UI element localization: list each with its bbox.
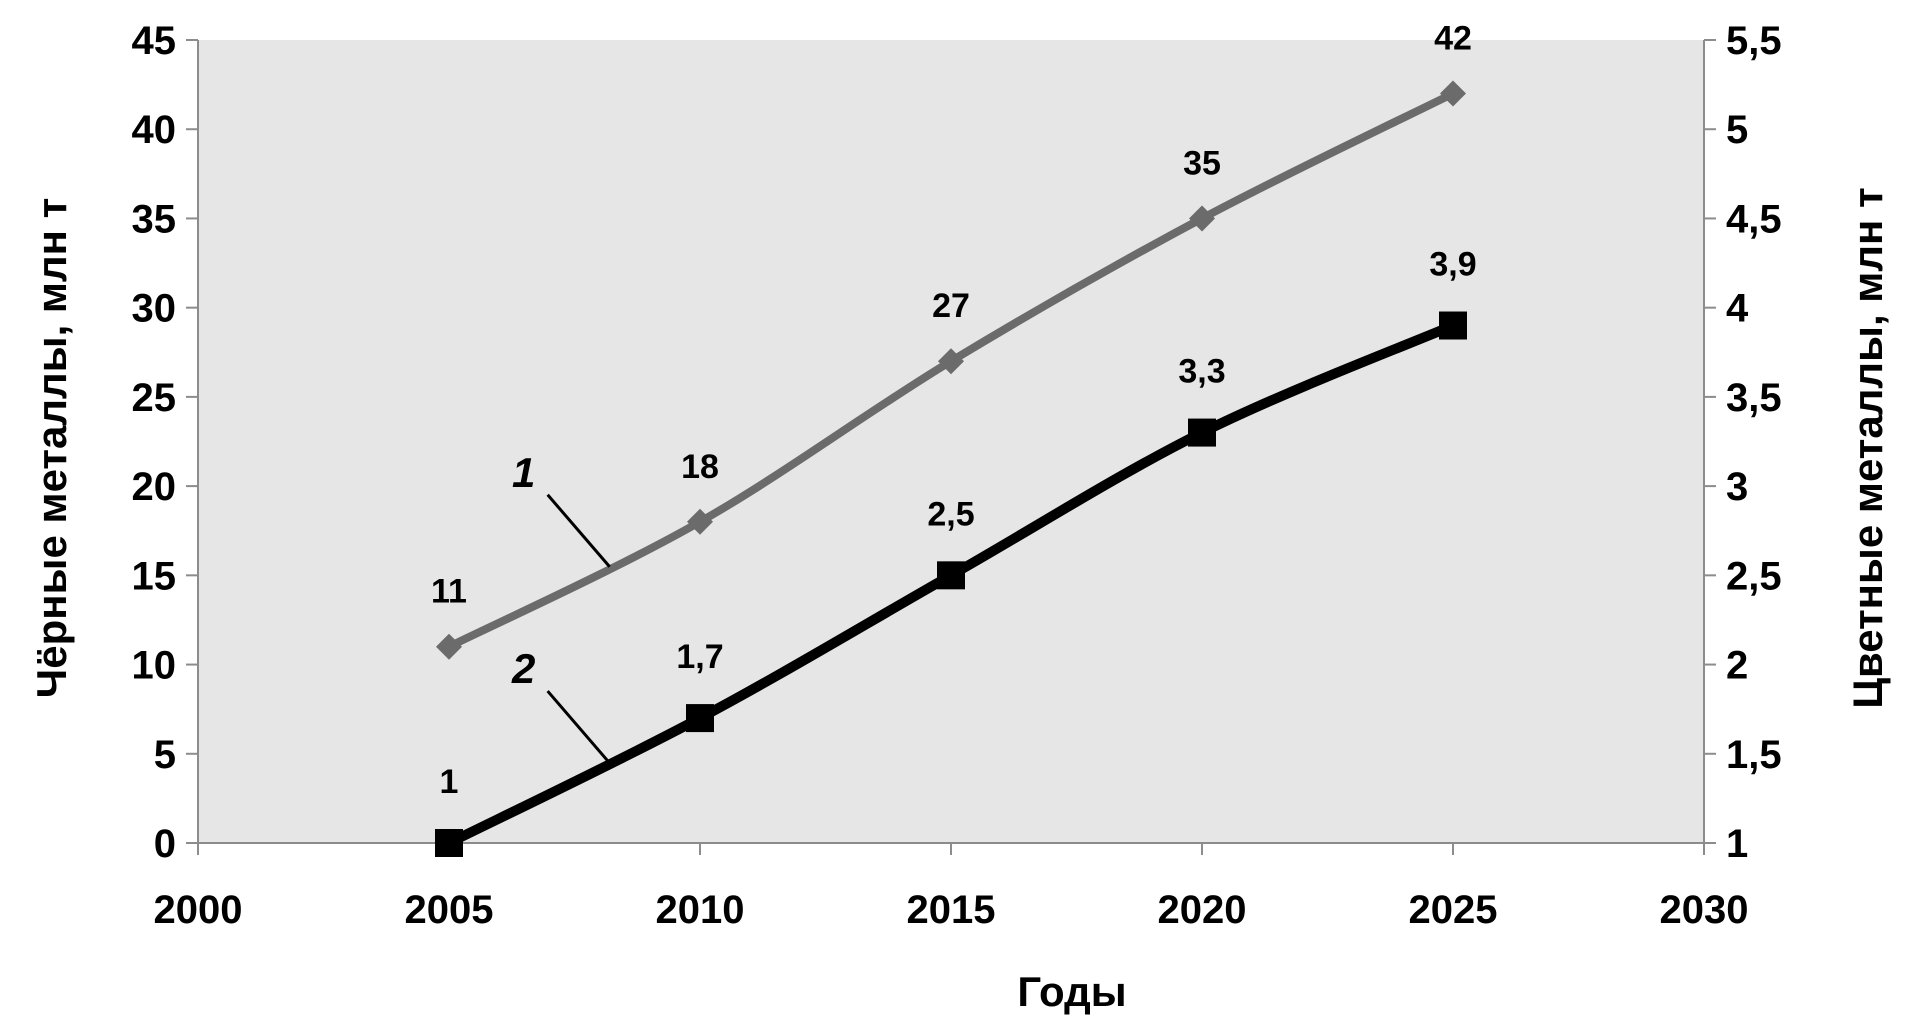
- x-tick-label: 2025: [1409, 888, 1498, 932]
- series-2-marker: [686, 704, 714, 733]
- series-2-data-label: 2,5: [927, 495, 974, 533]
- y-tick-label: 35: [132, 197, 177, 241]
- series-2-marker: [435, 829, 463, 857]
- y-tick-label: 40: [132, 108, 177, 152]
- x-axis-title: Годы: [1017, 968, 1126, 1015]
- series-2-marker: [1188, 418, 1216, 447]
- series-2-data-label: 3,9: [1429, 246, 1476, 284]
- x-tick-label: 2005: [405, 888, 494, 932]
- series-layer: [435, 80, 1467, 857]
- series-2-data-label: 1,7: [676, 638, 723, 676]
- x-tick-label: 2030: [1660, 888, 1749, 932]
- y-tick-label: 15: [132, 554, 177, 598]
- tick-labels: 05101520253035404511,522,533,544,555,520…: [132, 19, 1782, 932]
- y-tick-label: 30: [132, 287, 177, 331]
- series-1-marker: [938, 348, 964, 375]
- series-1-marker: [687, 508, 713, 535]
- y2-tick-label: 3,5: [1726, 376, 1782, 420]
- y2-tick-label: 1: [1726, 822, 1748, 866]
- y2-tick-label: 1,5: [1726, 733, 1782, 777]
- y-tick-label: 10: [132, 644, 177, 688]
- series-1-tag: 1: [512, 449, 535, 496]
- y-tick-label: 45: [132, 19, 177, 63]
- y2-tick-label: 3: [1726, 465, 1748, 509]
- y2-tick-label: 4: [1726, 287, 1749, 331]
- series-2-tag: 2: [511, 645, 535, 692]
- y2-tick-label: 2: [1726, 644, 1748, 688]
- series-1-data-label: 18: [681, 448, 719, 486]
- x-tick-label: 2010: [656, 888, 745, 932]
- x-tick-label: 2020: [1158, 888, 1247, 932]
- y-tick-label: 5: [154, 733, 176, 777]
- plot-area: [198, 40, 1704, 843]
- series-2-marker: [1439, 311, 1467, 340]
- x-tick-label: 2000: [154, 888, 243, 932]
- series-1-data-label: 11: [431, 573, 467, 611]
- series-1-marker: [1189, 205, 1215, 232]
- series-2-marker: [937, 561, 965, 590]
- series-1-data-label: 35: [1183, 144, 1221, 182]
- y-tick-label: 20: [132, 465, 177, 509]
- y-tick-label: 0: [154, 822, 176, 866]
- y-axis-title: Чёрные металлы, млн т: [28, 198, 75, 699]
- series-2-data-label: 3,3: [1178, 353, 1225, 391]
- y2-tick-label: 4,5: [1726, 197, 1782, 241]
- y2-tick-label: 5,5: [1726, 19, 1782, 63]
- series-1-data-label: 27: [932, 287, 970, 325]
- y2-tick-label: 5: [1726, 108, 1748, 152]
- y2-tick-label: 2,5: [1726, 554, 1782, 598]
- series-1-leader-line: [546, 493, 611, 568]
- series-1-marker: [1440, 80, 1466, 107]
- y-tick-label: 25: [132, 376, 177, 420]
- series-1-marker: [436, 633, 462, 660]
- series-2-leader-line: [546, 690, 611, 765]
- y2-axis-title: Цветные металлы, млн т: [1844, 187, 1891, 708]
- series-1-data-label: 42: [1434, 20, 1472, 58]
- series-2-data-label: 1: [440, 763, 459, 801]
- x-tick-label: 2015: [907, 888, 996, 932]
